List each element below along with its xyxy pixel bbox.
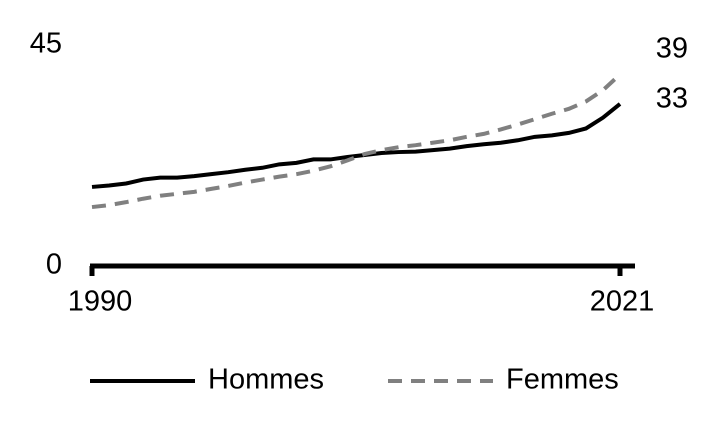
y-tick-label: 0 bbox=[46, 249, 62, 281]
legend-label: Hommes bbox=[208, 364, 324, 396]
line-series bbox=[91, 102, 622, 189]
x-tick-label: 2021 bbox=[590, 286, 655, 318]
y-tick-label: 45 bbox=[30, 28, 62, 60]
end-label: 39 bbox=[656, 33, 688, 65]
end-label: 33 bbox=[656, 83, 688, 115]
legend-label: Femmes bbox=[506, 364, 619, 396]
x-tick-label: 1990 bbox=[68, 286, 133, 318]
line-series bbox=[91, 72, 622, 210]
